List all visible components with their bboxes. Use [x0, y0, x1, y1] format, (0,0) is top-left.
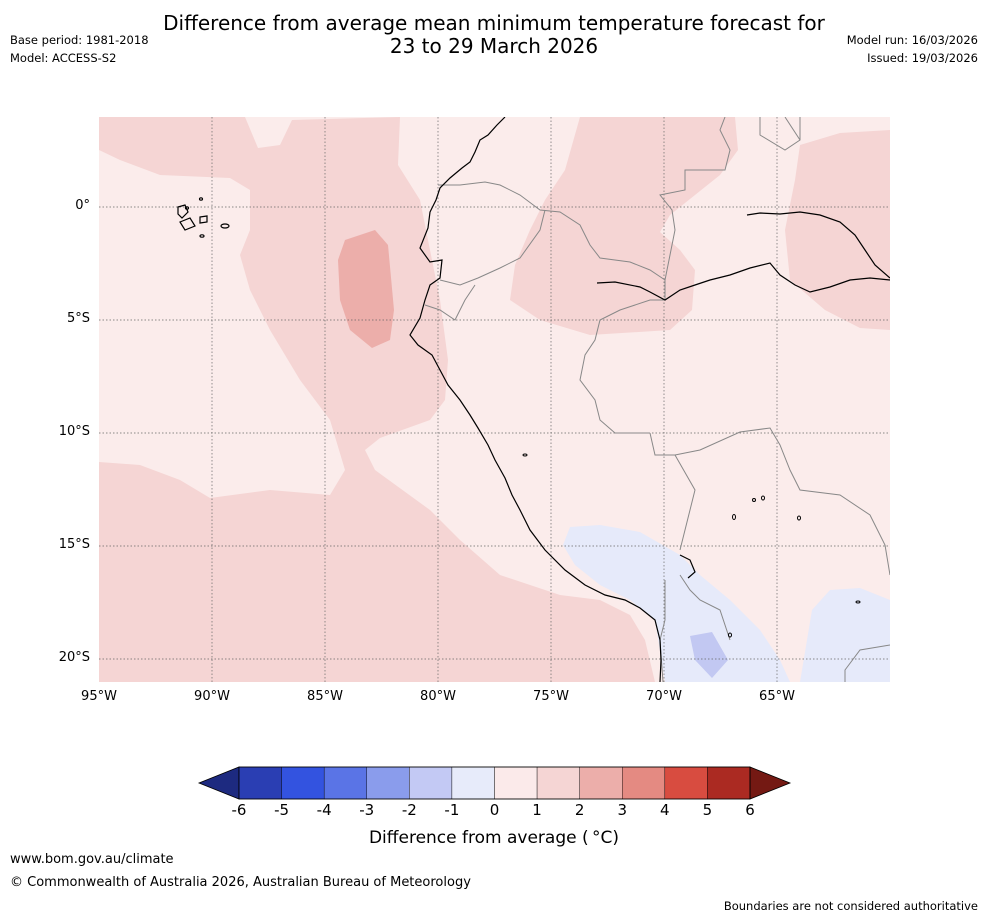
- anomaly-2-3-patch: [338, 230, 394, 348]
- colorbar-cell: [366, 766, 410, 800]
- copyright-notice: © Commonwealth of Australia 2026, Austra…: [10, 875, 471, 890]
- lon-label-95w: 95°W: [81, 689, 117, 704]
- lon-label-85w: 85°W: [307, 689, 343, 704]
- colorbar-cell: [281, 766, 325, 800]
- meta-left: Base period: 1981-2018 Model: ACCESS-S2: [10, 31, 149, 67]
- colorbar-extend-low: [197, 766, 240, 800]
- lat-label-5s: 5°S: [66, 311, 90, 326]
- colorbar-tick-label: -4: [316, 801, 332, 819]
- colorbar-cell: [536, 766, 580, 800]
- anomaly-1-2-amazon: [510, 117, 738, 335]
- anomaly-1-2-west-top: [99, 117, 655, 682]
- colorbar-tick-label: 3: [617, 801, 628, 819]
- colorbar-tick-label: 5: [702, 801, 713, 819]
- base-period: Base period: 1981-2018: [10, 33, 149, 47]
- lon-label-80w: 80°W: [420, 689, 456, 704]
- anomaly-neg2-neg1-patch: [690, 632, 728, 678]
- colorbar-tick-label: -6: [231, 801, 247, 819]
- country-borders: [424, 117, 890, 682]
- colorbar-tick-label: 2: [574, 801, 585, 819]
- colorbar-extend-high: [749, 766, 792, 800]
- colorbar-cell: [451, 766, 495, 800]
- colorbar-tick-label: 6: [745, 801, 755, 819]
- anomaly-1-2-east: [785, 130, 890, 330]
- coastline: [409, 117, 890, 682]
- colorbar-tick-label: 0: [489, 801, 500, 819]
- colorbar-tick-label: -3: [359, 801, 375, 819]
- colorbar-title: Difference from average ( °C): [368, 828, 620, 848]
- lon-label-65w: 65°W: [759, 689, 795, 704]
- title-line-2: 23 to 29 March 2026: [389, 34, 599, 58]
- lon-label-70w: 70°W: [646, 689, 682, 704]
- colorbar-cell: [579, 766, 623, 800]
- colorbar-cell: [323, 766, 367, 800]
- chart-title: Difference from average mean minimum tem…: [0, 12, 988, 58]
- lat-label-10s: 10°S: [58, 424, 90, 439]
- lon-label-90w: 90°W: [194, 689, 230, 704]
- website-link[interactable]: www.bom.gov.au/climate: [10, 852, 174, 867]
- graticule: [99, 117, 890, 682]
- lat-label-15s: 15°S: [58, 537, 90, 552]
- issued-date: Issued: 19/03/2026: [867, 51, 978, 65]
- colorbar-tick-label: -5: [274, 801, 290, 819]
- model-name: Model: ACCESS-S2: [10, 51, 117, 65]
- colorbar-cell: [664, 766, 708, 800]
- lon-label-75w: 75°W: [533, 689, 569, 704]
- galapagos-islands: [177, 197, 230, 238]
- colorbar-cell: [707, 766, 751, 800]
- colorbar-tick-label: -2: [401, 801, 417, 819]
- anomaly-neg1-0-south: [563, 525, 790, 682]
- colorbar-cell: [622, 766, 666, 800]
- colorbar-cell: [238, 766, 282, 800]
- title-line-1: Difference from average mean minimum tem…: [163, 11, 825, 35]
- colorbar-cell: [409, 766, 453, 800]
- lat-label-20s: 20°S: [58, 650, 90, 665]
- colorbar-outline: [238, 766, 751, 800]
- lakes: [522, 453, 861, 638]
- colorbar-tick-label: 1: [532, 801, 542, 819]
- lat-label-0: 0°: [75, 198, 90, 213]
- colorbar-tick-label: -1: [444, 801, 460, 819]
- meta-right: Model run: 16/03/2026 Issued: 19/03/2026: [847, 31, 978, 67]
- model-run: Model run: 16/03/2026: [846, 33, 978, 47]
- colorbar-tick-label: 4: [660, 801, 670, 819]
- colorbar-cell: [494, 766, 538, 800]
- boundary-disclaimer: Boundaries are not considered authoritat…: [723, 899, 978, 913]
- anomaly-neg1-0-southeast: [800, 588, 890, 682]
